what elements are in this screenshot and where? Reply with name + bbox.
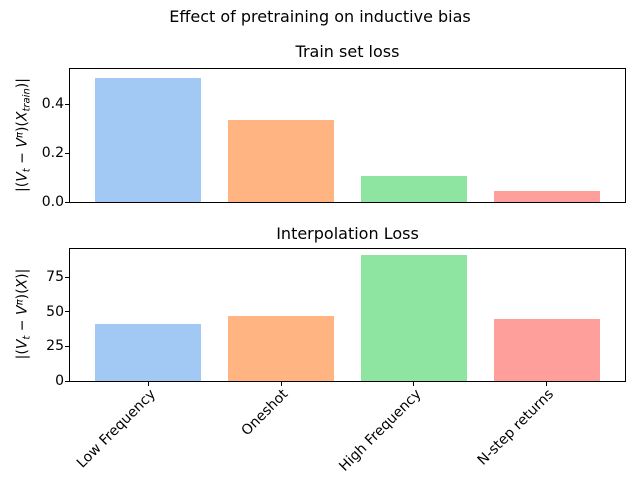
bar-low-frequency — [95, 324, 202, 381]
x-tick-label-oneshot: Oneshot — [238, 386, 292, 440]
y-axis-label-part: train — [21, 88, 33, 112]
y-tick-mark — [65, 311, 69, 313]
plot-area-interpolation: 0 25 50 75 — [46, 248, 626, 388]
bar-n-step-returns — [493, 191, 600, 202]
y-axis-label-part: V — [14, 305, 31, 315]
y-tick-mark — [65, 276, 69, 278]
y-axis-label-part: |( — [14, 181, 31, 192]
y-tick-mark — [65, 380, 69, 382]
y-axis-label-part: V — [14, 339, 31, 350]
bar-oneshot — [228, 120, 335, 202]
y-axis-label-part: − — [14, 147, 31, 169]
y-axis-label-part: − — [14, 315, 31, 336]
bar-n-step-returns — [493, 318, 600, 381]
x-tick-mark — [413, 382, 415, 386]
x-tick-mark — [546, 382, 548, 386]
y-axis-label-part: V — [14, 172, 31, 182]
x-tick-label-n-step-returns: N-step returns — [475, 386, 558, 469]
y-tick-mark — [65, 345, 69, 347]
y-tick-label: 0.4 — [41, 96, 64, 113]
figure-title: Effect of pretraining on inductive bias — [169, 7, 471, 26]
y-axis-label-part: X — [14, 278, 31, 289]
y-axis-label-part: |( — [14, 349, 31, 360]
y-axis-label-part: )( — [14, 121, 31, 133]
x-tick-mark — [147, 382, 149, 386]
y-axis-label-part: V — [14, 138, 31, 148]
y-tick-label: 0.2 — [41, 145, 64, 162]
y-tick-label: 0.0 — [41, 194, 64, 210]
y-tick-label: 75 — [46, 269, 64, 286]
x-tick-mark — [280, 382, 282, 386]
y-axis-label-interpolation: |(Vt − Vπ)(X)| — [14, 268, 33, 360]
plot-area-train: 0.0 0.2 0.4 — [42, 68, 626, 209]
chart-title-interpolation-loss: Interpolation Loss — [276, 224, 419, 243]
bar-high-frequency — [360, 255, 467, 381]
y-tick-label: 25 — [46, 338, 64, 355]
x-tick-label-high-frequency: High Frequency — [336, 386, 425, 475]
y-axis-label-part: )| — [14, 268, 31, 279]
y-axis-label-part: t — [21, 168, 33, 173]
bar-high-frequency — [360, 176, 467, 202]
y-tick-mark — [65, 103, 69, 105]
y-axis-label-part: π — [14, 132, 26, 139]
y-tick-mark — [65, 201, 69, 203]
y-axis-label-part: π — [14, 299, 26, 306]
y-axis-label-part: )( — [14, 288, 31, 300]
chart-title-train-set-loss: Train set loss — [295, 42, 400, 61]
y-axis-label-train: |(Vt − Vπ)(Xtrain)| — [14, 78, 33, 192]
y-tick-label: 50 — [46, 303, 64, 320]
y-axis-label-part: t — [21, 335, 33, 340]
y-axis-label-part: )| — [14, 78, 31, 89]
y-tick-mark — [65, 152, 69, 154]
bar-oneshot — [228, 316, 335, 381]
x-tick-label-low-frequency: Low Frequency — [73, 386, 159, 472]
y-tick-label: 0 — [55, 373, 64, 389]
y-axis-label-part: X — [14, 111, 31, 122]
bar-low-frequency — [95, 77, 202, 202]
